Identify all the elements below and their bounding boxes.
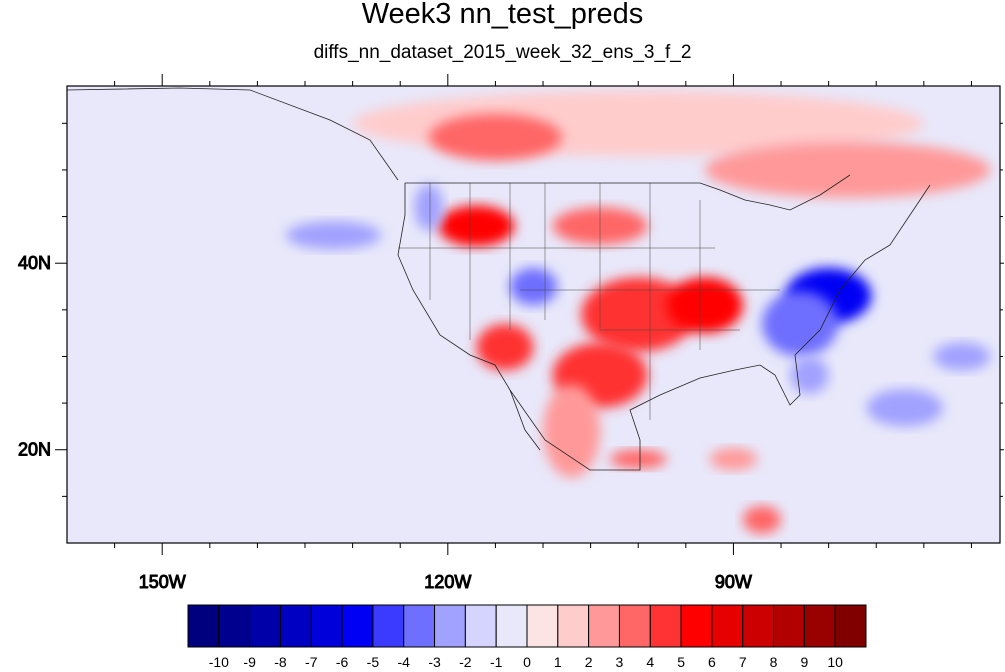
anomaly-blob	[709, 447, 758, 471]
colorbar-swatch	[711, 604, 744, 648]
colorbar-label: 1	[554, 654, 562, 670]
colorbar-label: 5	[677, 654, 685, 670]
colorbar-label: -7	[305, 654, 318, 670]
axis-ticks: 150W 120W 90W 40N 20N	[17, 74, 1004, 593]
lon-tick-label: 90W	[715, 572, 752, 592]
anomaly-blob	[866, 389, 943, 427]
colorbar-swatch	[680, 604, 713, 648]
colorbar-swatch	[310, 604, 343, 648]
anomaly-blob	[428, 113, 563, 161]
colorbar-label: -4	[398, 654, 411, 670]
colorbar-label: 2	[585, 654, 593, 670]
lat-tick-label: 40N	[18, 253, 51, 273]
anomaly-blob	[543, 384, 601, 478]
colorbar-swatch	[526, 604, 559, 648]
colorbar-swatch	[187, 604, 220, 648]
colorbar-label: 0	[523, 654, 531, 670]
anomaly-blob	[666, 277, 743, 334]
anomaly-blob	[704, 141, 991, 198]
colorbar-label: -9	[243, 654, 256, 670]
colorbar-swatch	[434, 604, 466, 648]
colorbar-swatch	[464, 604, 497, 648]
lon-tick-label: 150W	[139, 572, 186, 592]
colorbar-label: -5	[367, 654, 380, 670]
colorbar-label: 3	[616, 654, 624, 670]
colorbar-label: 8	[770, 654, 778, 670]
map-title: Week3 nn_test_preds	[361, 0, 644, 30]
anomaly-blob	[609, 449, 667, 469]
map-frame	[66, 85, 1001, 544]
lat-tick-label: 20N	[18, 440, 51, 460]
colorbar-label: 10	[827, 654, 843, 670]
colorbar-swatch	[372, 604, 405, 648]
colorbar-swatch	[742, 604, 775, 648]
lon-tick-label: 120W	[424, 572, 471, 592]
colorbar-label: -3	[428, 654, 441, 670]
anomaly-blob	[509, 267, 558, 306]
anomaly-blob	[742, 505, 782, 534]
anomaly-field	[285, 90, 991, 534]
colorbar-label: -2	[459, 654, 472, 670]
colorbar-label: -10	[209, 654, 229, 670]
colorbar-swatch	[588, 604, 620, 648]
colorbar-label: 6	[708, 654, 716, 670]
colorbar-label: -6	[336, 654, 349, 670]
colorbar-swatch	[495, 604, 528, 648]
colorbar-label: 4	[646, 654, 654, 670]
map-subtitle: diffs_nn_dataset_2015_week_32_ens_3_f_2	[313, 42, 692, 63]
colorbar-label: -8	[274, 654, 287, 670]
colorbar-swatch	[249, 604, 281, 648]
colorbar-label: 7	[739, 654, 747, 670]
anomaly-blob	[285, 221, 382, 250]
colorbar-swatch	[773, 604, 805, 648]
colorbar-label: -1	[490, 654, 503, 670]
colorbar-swatch	[618, 604, 651, 648]
colorbar-swatch	[834, 604, 867, 648]
anomaly-blob	[581, 277, 696, 352]
colorbar-label: 9	[800, 654, 808, 670]
colorbar-swatch	[341, 604, 374, 648]
anomaly-blob	[438, 205, 515, 247]
anomaly-blob	[761, 291, 839, 357]
colorbar-swatch	[279, 604, 312, 648]
colorbar: -10 -9 -8 -7 -6 -5 -4 -3 -2 -1 0 1 2 3 4 5 6 7 8 9 10	[187, 604, 867, 670]
anomaly-blob	[414, 183, 444, 231]
colorbar-swatch	[218, 604, 251, 648]
colorbar-swatch	[557, 604, 590, 648]
coastline-outlines	[67, 87, 931, 471]
state-borders	[398, 183, 780, 420]
colorbar-swatch	[649, 604, 682, 648]
colorbar-swatch	[803, 604, 836, 648]
anomaly-blob	[933, 342, 991, 371]
anomaly-blob	[790, 356, 829, 394]
colorbar-swatch	[403, 604, 436, 648]
anomaly-blob	[476, 323, 534, 371]
